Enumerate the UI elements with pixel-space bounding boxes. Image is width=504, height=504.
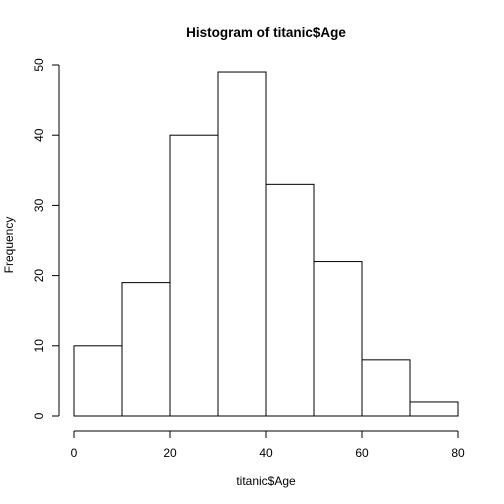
histogram-bar: [73, 345, 123, 417]
histogram-bar: [361, 359, 411, 417]
x-tick-label: 0: [71, 446, 78, 460]
y-axis: 0 10 20 30 40 50: [32, 58, 60, 419]
x-axis-label: titanic$Age: [236, 474, 296, 488]
histogram-bar: [121, 282, 171, 417]
y-tick-label: 30: [32, 198, 46, 212]
x-tick-label: 40: [259, 446, 273, 460]
y-tick-label: 20: [32, 269, 46, 283]
x-tick-label: 20: [163, 446, 177, 460]
y-tick-label: 50: [32, 58, 46, 72]
histogram-bar: [169, 134, 219, 417]
x-axis: 0 20 40 60 80: [71, 430, 465, 460]
chart-title: Histogram of titanic$Age: [186, 25, 346, 40]
x-tick-label: 80: [451, 446, 465, 460]
histogram-bar: [409, 401, 459, 417]
y-axis-label: Frequency: [2, 217, 16, 274]
x-tick-label: 60: [355, 446, 369, 460]
y-tick-label: 10: [32, 339, 46, 353]
y-tick-label: 0: [32, 412, 46, 419]
y-tick-label: 40: [32, 128, 46, 142]
histogram-bar: [265, 183, 315, 417]
histogram-bar: [313, 261, 363, 417]
histogram-bar: [217, 71, 267, 417]
histogram-bars: [73, 71, 459, 417]
